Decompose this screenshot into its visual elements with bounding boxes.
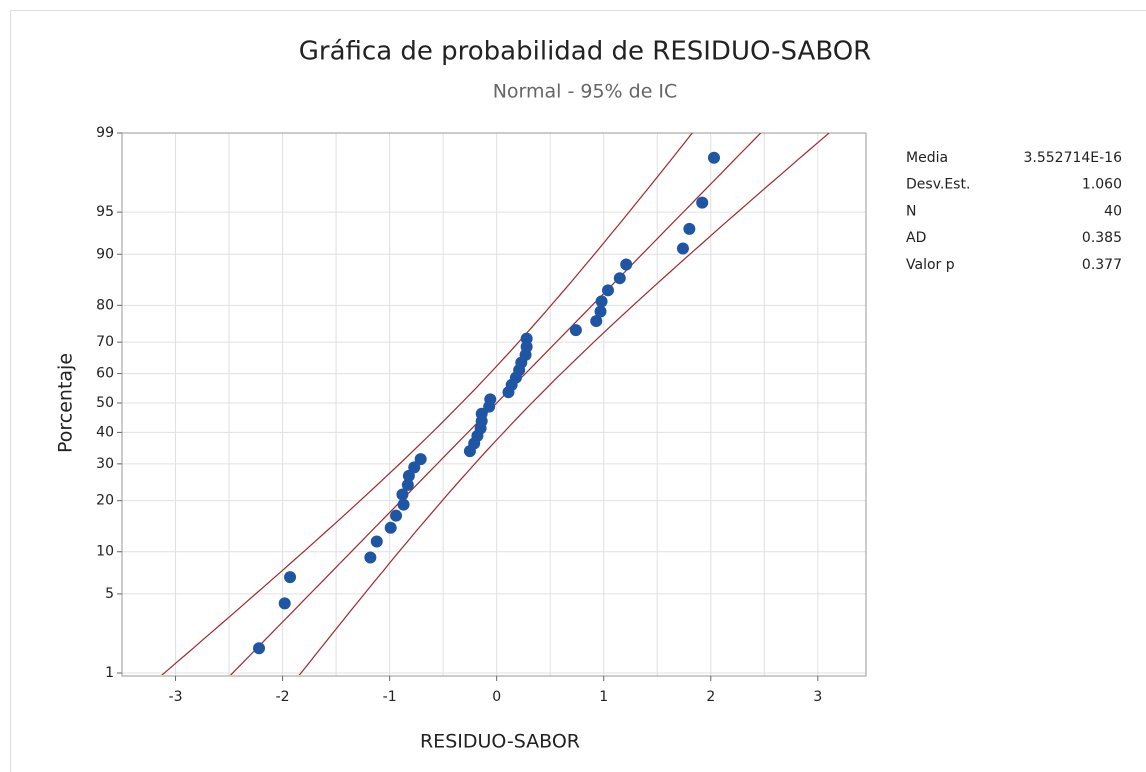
data-point — [370, 535, 383, 548]
x-tick-label: -2 — [276, 689, 290, 705]
y-tick-label: 40 — [96, 424, 114, 440]
data-point — [594, 305, 607, 318]
data-point — [390, 509, 403, 522]
x-tick-label: 3 — [813, 689, 822, 705]
data-point — [253, 642, 266, 655]
chart-title: Gráfica de probabilidad de RESIDUO-SABOR — [299, 37, 871, 67]
data-point — [414, 453, 427, 466]
x-axis-label: RESIDUO-SABOR — [420, 731, 580, 753]
x-tick-label: 0 — [492, 689, 501, 705]
data-point — [613, 272, 626, 285]
data-point — [602, 284, 615, 297]
data-point — [520, 332, 533, 345]
data-point — [590, 315, 603, 328]
data-point — [384, 521, 397, 534]
data-point — [402, 469, 415, 482]
y-tick-label: 95 — [96, 204, 114, 220]
data-point — [620, 258, 633, 271]
stat-value: 1.060 — [1082, 177, 1122, 193]
page-border — [10, 10, 1146, 772]
x-tick-label: -3 — [169, 689, 183, 705]
stat-value: 0.377 — [1082, 257, 1122, 273]
y-axis-label: Porcentaje — [55, 353, 77, 453]
chart-subtitle: Normal - 95% de IC — [493, 81, 678, 103]
data-point — [475, 407, 488, 420]
stat-label: N — [906, 203, 916, 219]
x-tick-label: 2 — [706, 689, 715, 705]
data-point — [396, 488, 409, 501]
stat-label: Valor p — [906, 257, 955, 273]
y-tick-label: 60 — [96, 366, 114, 382]
fit-line — [229, 133, 762, 675]
data-point — [401, 478, 414, 491]
data-point — [408, 461, 421, 474]
x-tick-label: -1 — [383, 689, 397, 705]
stat-value: 40 — [1104, 203, 1122, 219]
x-tick-label: 1 — [599, 689, 608, 705]
data-point — [595, 295, 608, 308]
stat-label: AD — [906, 230, 926, 246]
data-point — [364, 551, 377, 564]
data-point — [284, 571, 297, 584]
y-tick-label: 20 — [96, 493, 114, 509]
y-tick-label: 80 — [96, 297, 114, 313]
ci-lower — [161, 133, 694, 675]
stat-label: Media — [906, 150, 948, 166]
data-point — [696, 196, 709, 209]
y-tick-label: 1 — [105, 665, 114, 681]
fit-lines — [161, 133, 830, 675]
y-tick-label: 50 — [96, 395, 114, 411]
plot-frame — [121, 132, 867, 677]
data-point — [520, 340, 533, 353]
y-tick-label: 99 — [96, 125, 114, 141]
stat-value: 0.385 — [1082, 230, 1122, 246]
y-tick-label: 30 — [96, 456, 114, 472]
data-point — [707, 151, 720, 164]
data-point — [569, 324, 582, 337]
y-tick-label: 70 — [96, 334, 114, 350]
stat-label: Desv.Est. — [906, 177, 970, 193]
y-tick-label: 5 — [105, 586, 114, 602]
data-point — [278, 597, 291, 610]
data-point — [484, 393, 497, 406]
data-point — [683, 222, 696, 235]
y-tick-label: 90 — [96, 246, 114, 262]
stat-value: 3.552714E-16 — [1023, 150, 1122, 166]
ci-upper — [298, 133, 830, 675]
data-point — [397, 498, 410, 511]
data-point — [676, 242, 689, 255]
y-tick-label: 10 — [96, 544, 114, 560]
